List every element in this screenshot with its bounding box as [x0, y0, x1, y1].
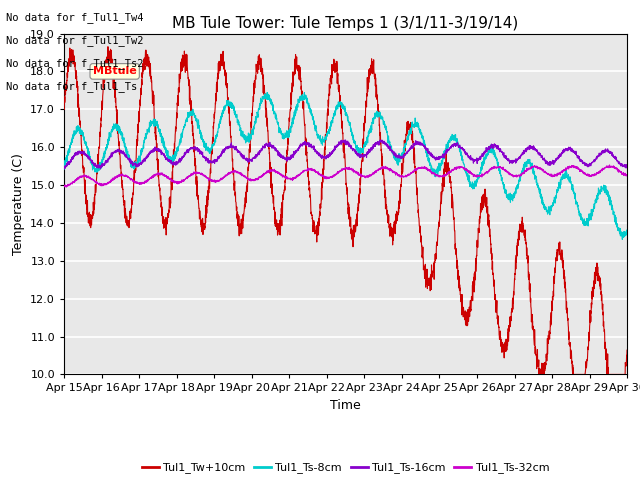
Text: No data for f_Tul1_Ts2: No data for f_Tul1_Ts2 [6, 58, 144, 69]
X-axis label: Time: Time [330, 399, 361, 412]
Text: No data for f_Tul1_Ts: No data for f_Tul1_Ts [6, 81, 138, 92]
Legend: Tul1_Tw+10cm, Tul1_Ts-8cm, Tul1_Ts-16cm, Tul1_Ts-32cm: Tul1_Tw+10cm, Tul1_Ts-8cm, Tul1_Ts-16cm,… [138, 458, 554, 478]
Y-axis label: Temperature (C): Temperature (C) [12, 153, 25, 255]
Text: No data for f_Tul1_Tw2: No data for f_Tul1_Tw2 [6, 35, 144, 46]
Text: MBtule: MBtule [93, 66, 136, 76]
Title: MB Tule Tower: Tule Temps 1 (3/1/11-3/19/14): MB Tule Tower: Tule Temps 1 (3/1/11-3/19… [172, 16, 519, 31]
Text: No data for f_Tul1_Tw4: No data for f_Tul1_Tw4 [6, 12, 144, 23]
